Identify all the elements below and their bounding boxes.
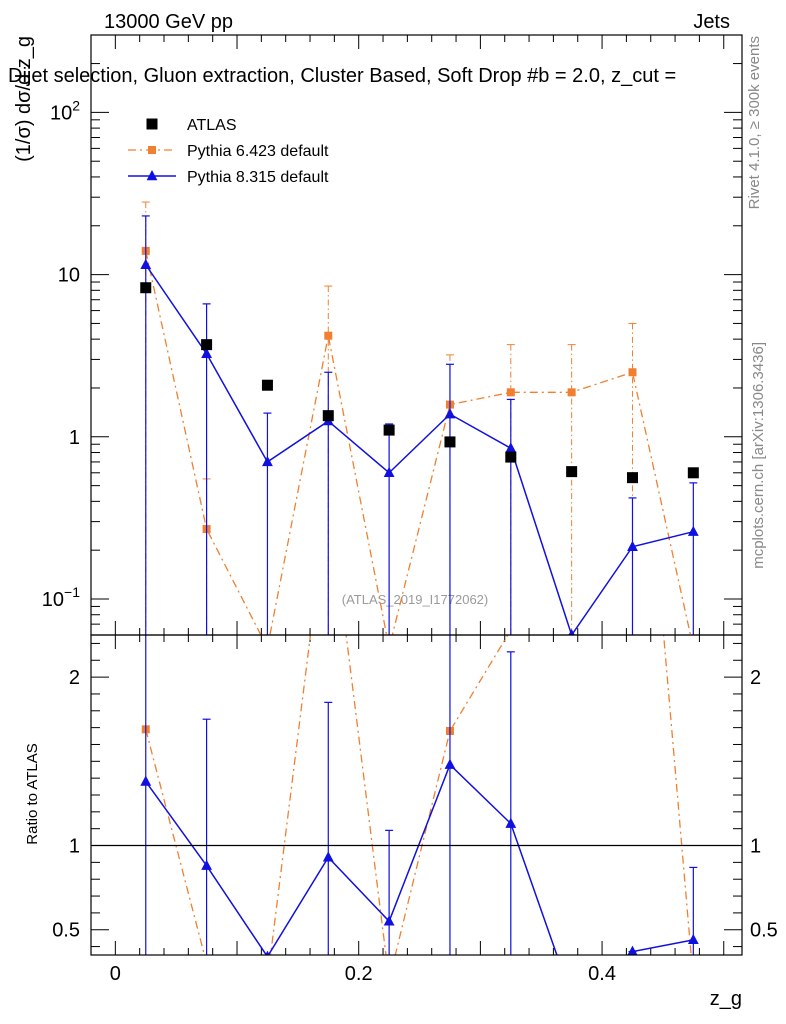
atlas-data-point <box>505 451 517 463</box>
pythia6-ratio-marker <box>203 959 211 967</box>
pythia6-marker <box>263 644 271 652</box>
atlas-data-point <box>383 424 395 436</box>
pythia8-ratio-marker <box>566 991 577 1001</box>
pythia8-line <box>145 264 694 635</box>
energy-label: 13000 GeV pp <box>104 11 233 33</box>
ratio-tick-label-right: 0.5 <box>750 920 778 942</box>
atlas-data-point <box>201 339 213 351</box>
pythia8-marker <box>687 525 699 536</box>
pythia6-ratio-marker <box>385 976 393 984</box>
ratio-tick-label-left: 0.5 <box>52 920 80 942</box>
pythia8-ratio-marker <box>505 817 517 828</box>
pythia8-marker <box>140 258 152 269</box>
pythia8-ratio-marker <box>627 945 638 955</box>
ratio-plot-data <box>140 269 699 1001</box>
pythia6-marker <box>324 331 333 340</box>
ratio-tick-label-left: 2 <box>69 667 80 689</box>
tick-labels: 0 0.2 0.4 10−1 1 10 102 0.5 0.5 1 1 2 2 <box>42 97 778 985</box>
ratio-tick-label-left: 1 <box>69 836 80 858</box>
atlas-data-point <box>626 472 638 484</box>
pythia8-marker <box>383 466 395 477</box>
pythia8-ratio-marker <box>444 758 456 769</box>
pythia8-marker <box>568 629 575 635</box>
legend-label: ATLAS <box>187 117 237 134</box>
pythia8-marker <box>262 455 273 467</box>
y-tick-label: 102 <box>50 97 80 124</box>
pythia6-marker <box>385 644 393 652</box>
plot-title: Dijet selection, Gluon extraction, Clust… <box>8 65 676 87</box>
pythia8-ratio-marker <box>265 950 270 955</box>
pythia6-ratio-line <box>145 635 692 955</box>
pythia6-marker <box>506 388 515 397</box>
pythia8-ratio-marker <box>201 859 212 870</box>
legend: ATLAS Pythia 6.423 default Pythia 8.315 de… <box>128 117 329 186</box>
legend-pythia6-marker <box>148 146 156 154</box>
legend-label: Pythia 8.315 default <box>187 169 329 186</box>
pythia8-ratio-marker <box>383 915 395 926</box>
main-plot-data <box>140 201 699 652</box>
atlas-data-point <box>566 466 578 478</box>
x-axis-label: z_g <box>710 988 742 1010</box>
ratio-tick-label-right: 2 <box>750 667 761 689</box>
pythia6-ratio-marker <box>689 976 697 984</box>
mcplots-label: mcplots.cern.ch [arXiv:1306.3436] <box>750 342 767 569</box>
category-label: Jets <box>693 11 730 33</box>
atlas-data-point <box>261 379 273 391</box>
legend-pythia8-marker <box>146 170 158 181</box>
legend-label: Pythia 6.423 default <box>187 143 329 160</box>
ratio-axis-label: Ratio to ATLAS <box>24 743 41 844</box>
pythia8-ratio-marker <box>322 851 334 862</box>
pythia6-line <box>145 250 692 635</box>
pythia8-ratio-marker <box>140 775 152 786</box>
legend-atlas-marker <box>146 118 158 130</box>
pythia6-ratio-marker <box>628 269 636 277</box>
top-axis-ticks <box>91 34 742 955</box>
y-tick-label: 10 <box>58 265 80 287</box>
pythia6-marker <box>628 368 637 377</box>
atlas-data-point <box>140 282 152 294</box>
pythia8-marker <box>444 408 456 419</box>
pythia8-marker <box>201 347 212 358</box>
y-tick-label: 10−1 <box>42 584 80 611</box>
x-tick-label: 0.2 <box>345 963 373 985</box>
y-tick-label: 1 <box>69 427 80 449</box>
ratio-plot-frame <box>90 634 743 956</box>
x-tick-label: 0 <box>110 963 121 985</box>
ratio-axis-ticks <box>91 35 742 955</box>
analysis-watermark: (ATLAS_2019_I1772062) <box>342 592 488 607</box>
atlas-data-point <box>687 467 699 479</box>
pythia6-marker <box>689 644 697 652</box>
x-tick-label: 0.4 <box>588 963 616 985</box>
rivet-label: Rivet 4.1.0, ≥ 300k events <box>746 36 763 209</box>
pythia6-ratio-marker <box>263 976 271 984</box>
atlas-data-point <box>444 436 456 448</box>
y-axis-label: (1/σ) dσ/d z_g <box>13 36 35 162</box>
pythia6-marker <box>567 388 576 397</box>
pythia8-marker <box>505 442 517 453</box>
ratio-tick-label-right: 1 <box>750 836 761 858</box>
pythia8-ratio-marker <box>687 933 699 945</box>
atlas-data-point <box>322 410 334 422</box>
pythia8-ratio-line <box>145 763 694 955</box>
pythia8-marker <box>627 540 638 551</box>
